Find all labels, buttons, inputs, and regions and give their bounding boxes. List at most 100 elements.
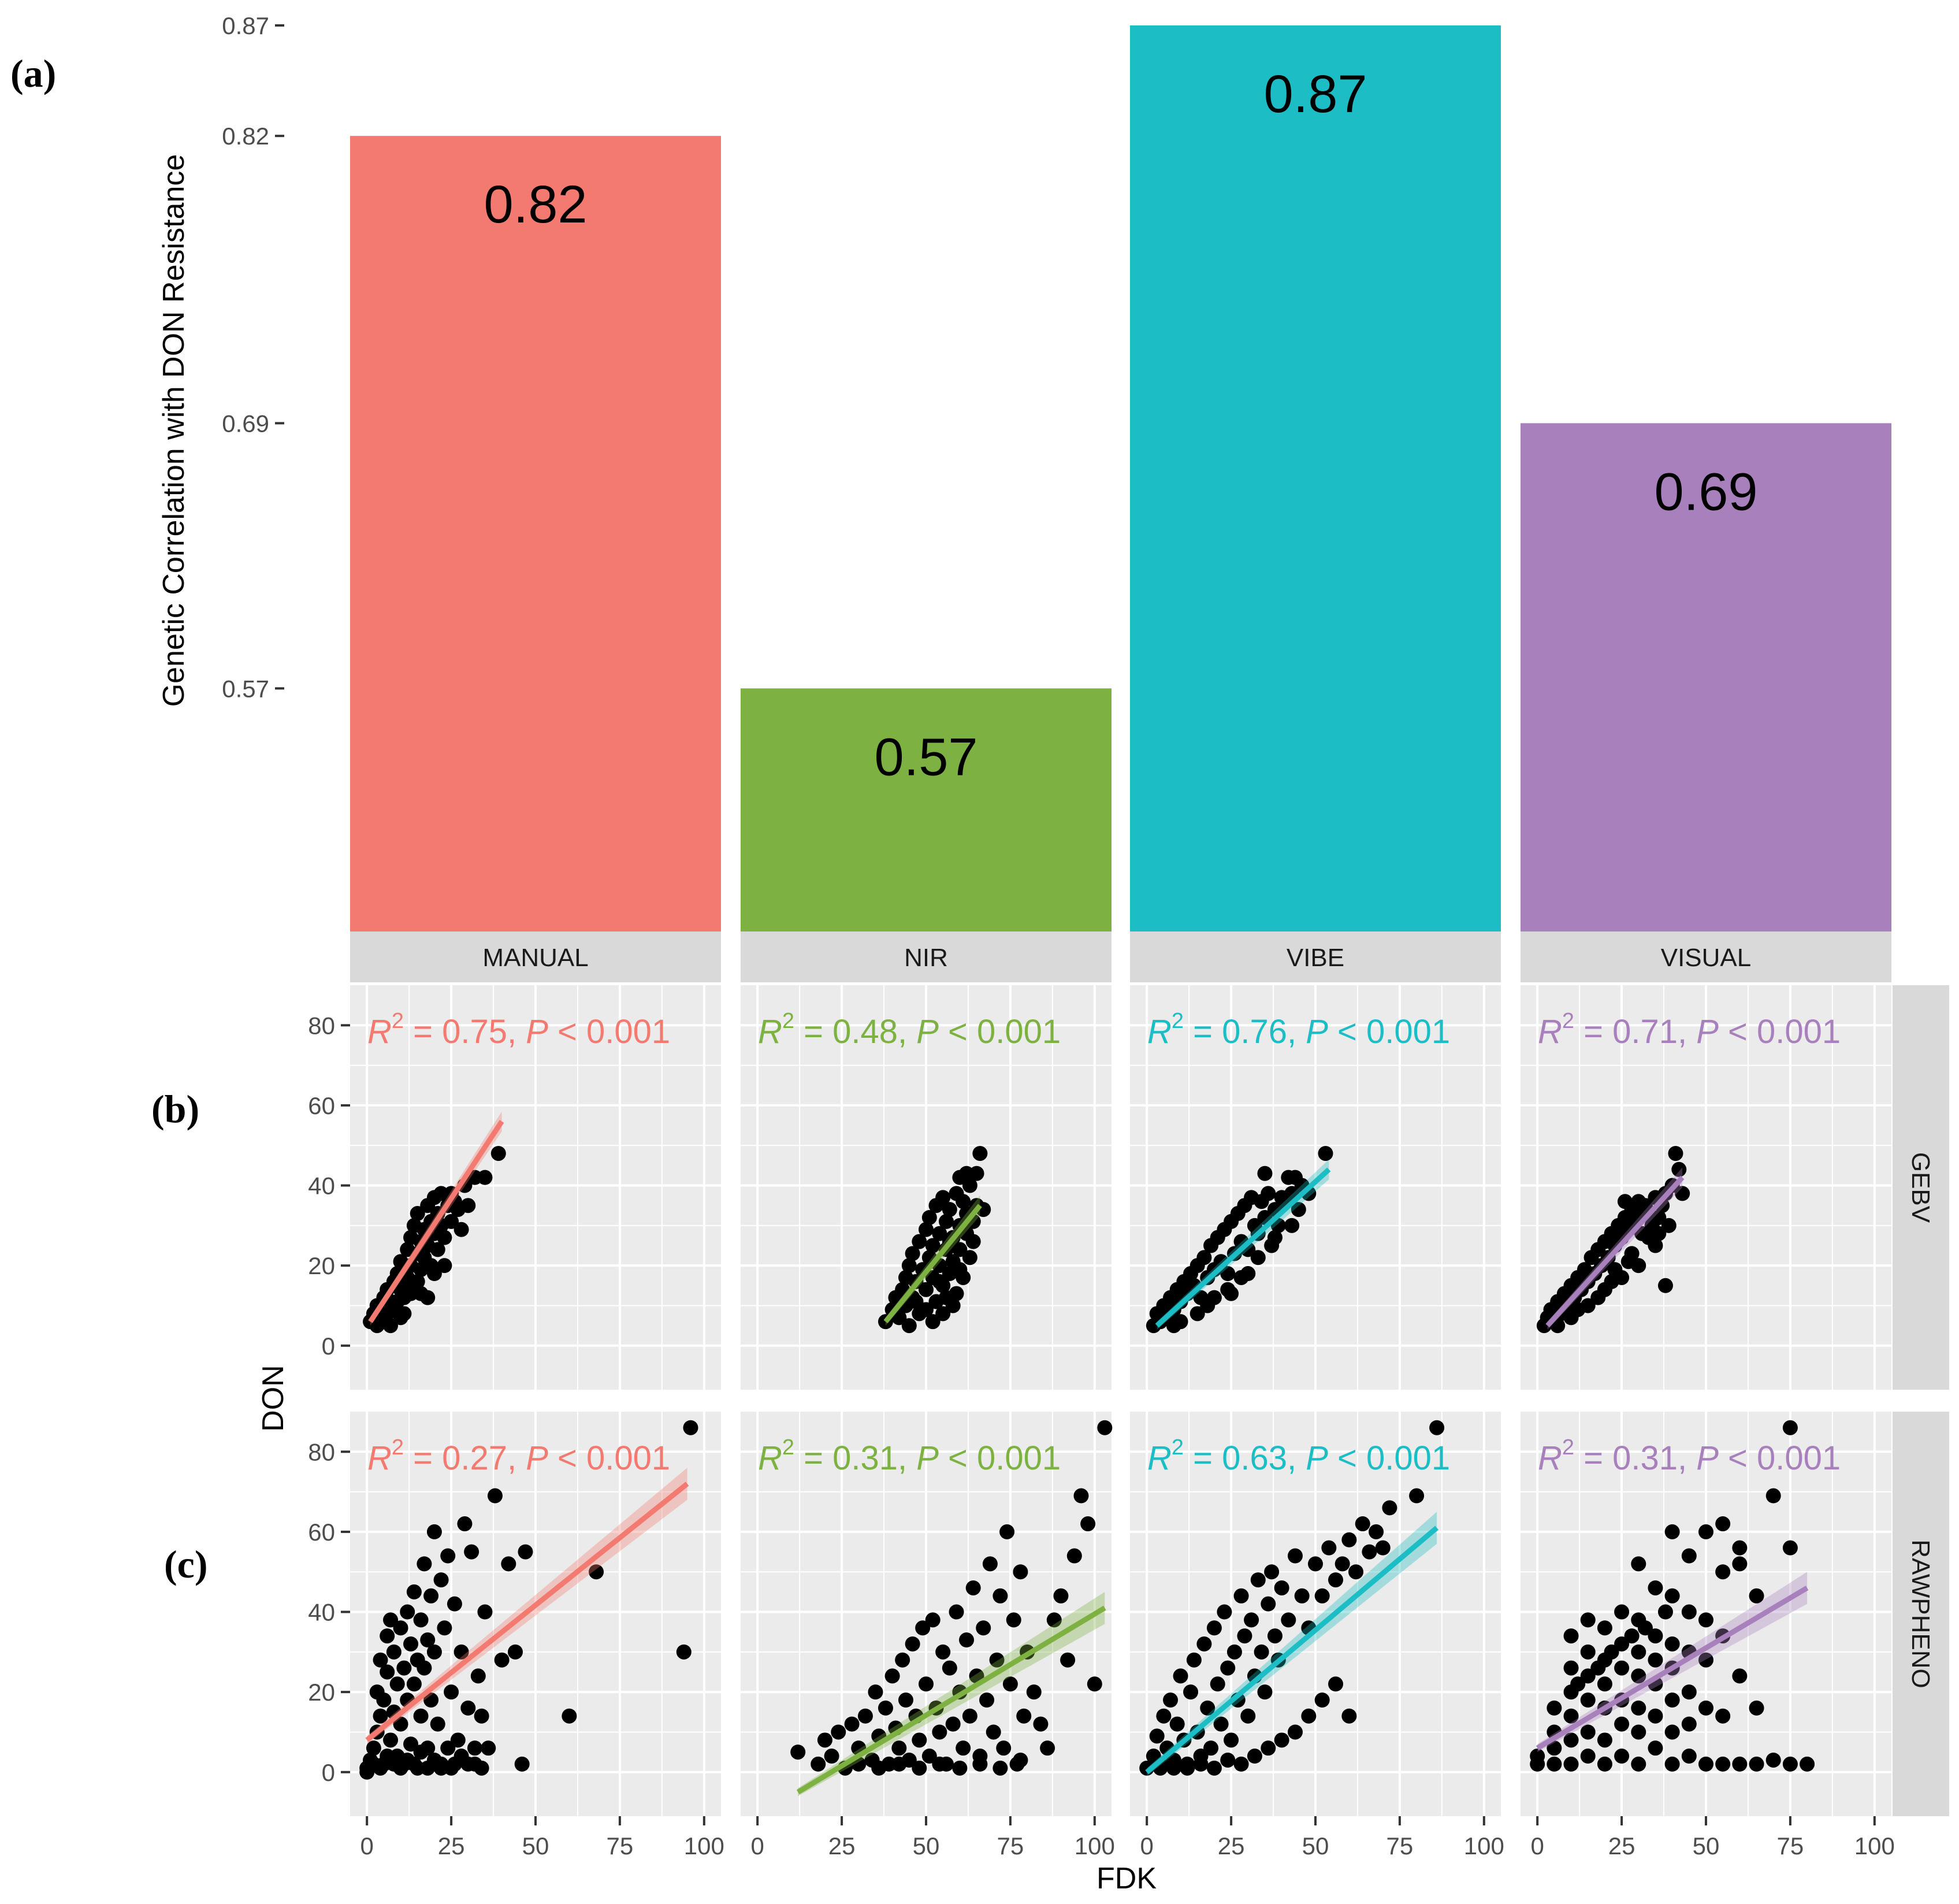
data-point bbox=[1614, 1716, 1630, 1732]
data-point bbox=[901, 1318, 917, 1334]
data-point bbox=[1244, 1612, 1259, 1628]
data-point bbox=[1749, 1588, 1764, 1604]
data-point bbox=[939, 1213, 954, 1229]
bar-visual bbox=[1521, 423, 1891, 931]
data-point bbox=[406, 1584, 422, 1599]
facet-strip-vibe bbox=[1130, 931, 1501, 982]
p-value: < 0.001 bbox=[1328, 1013, 1450, 1051]
data-point bbox=[919, 1282, 934, 1297]
r2-annotation: R2 = 0.71, P < 0.001 bbox=[1538, 1009, 1841, 1051]
data-point bbox=[1220, 1660, 1236, 1676]
data-point bbox=[831, 1724, 846, 1740]
data-point bbox=[423, 1693, 439, 1708]
row-strip-gebv bbox=[1893, 985, 1949, 1390]
data-point bbox=[989, 1652, 1005, 1668]
data-point bbox=[952, 1760, 968, 1776]
data-point bbox=[1375, 1540, 1391, 1556]
data-point bbox=[1664, 1724, 1680, 1740]
data-point bbox=[912, 1732, 927, 1748]
data-point bbox=[868, 1684, 883, 1700]
data-point bbox=[956, 1740, 971, 1756]
data-point bbox=[440, 1548, 456, 1564]
p-symbol: P bbox=[1696, 1013, 1719, 1051]
data-point bbox=[380, 1306, 395, 1322]
data-point bbox=[1335, 1556, 1350, 1572]
data-point bbox=[1328, 1676, 1344, 1692]
p-value: < 0.001 bbox=[939, 1439, 1061, 1477]
data-point bbox=[507, 1644, 523, 1660]
data-point bbox=[426, 1644, 442, 1660]
regression-line bbox=[1536, 1586, 1809, 1751]
scatter-panel-gebv-manual: R2 = 0.75, P < 0.001 bbox=[350, 985, 721, 1390]
r2-superscript: 2 bbox=[392, 1435, 404, 1460]
data-point bbox=[935, 1306, 951, 1322]
regression-line bbox=[883, 1204, 982, 1324]
data-point bbox=[437, 1258, 452, 1274]
data-point bbox=[1196, 1250, 1212, 1265]
data-point bbox=[1681, 1604, 1697, 1620]
p-symbol: P bbox=[916, 1013, 939, 1051]
data-point bbox=[1240, 1708, 1256, 1724]
data-point bbox=[1002, 1676, 1018, 1692]
data-point bbox=[1732, 1668, 1748, 1684]
data-point bbox=[959, 1632, 975, 1648]
data-point bbox=[912, 1234, 927, 1249]
data-point bbox=[1053, 1588, 1069, 1604]
data-point bbox=[1046, 1612, 1062, 1628]
data-point bbox=[1664, 1588, 1680, 1604]
data-point bbox=[1033, 1716, 1049, 1732]
regression-line bbox=[365, 1482, 689, 1742]
r2-value: = 0.31, bbox=[794, 1439, 916, 1477]
bar-vibe bbox=[1130, 25, 1501, 931]
r2-annotation: R2 = 0.63, P < 0.001 bbox=[1147, 1435, 1450, 1477]
data-point bbox=[1547, 1740, 1562, 1756]
scatter-panel-rawpheno-vibe: R2 = 0.63, P < 0.001 bbox=[1130, 1412, 1501, 1816]
scatter-x-tick-label: 100 bbox=[1464, 1832, 1504, 1860]
data-point bbox=[1590, 1660, 1606, 1676]
data-point bbox=[1409, 1488, 1425, 1504]
data-point bbox=[460, 1756, 476, 1772]
scatter-y-tick-label: 80 bbox=[308, 1438, 335, 1465]
r2-symbol: R bbox=[1538, 1013, 1562, 1051]
bar-manual bbox=[350, 136, 721, 932]
data-point bbox=[1294, 1588, 1310, 1604]
data-point bbox=[857, 1708, 873, 1724]
data-point bbox=[380, 1628, 395, 1644]
data-point bbox=[952, 1242, 968, 1257]
data-point bbox=[1362, 1544, 1377, 1560]
data-point bbox=[921, 1209, 937, 1225]
data-point bbox=[1765, 1488, 1781, 1504]
r2-superscript: 2 bbox=[1562, 1009, 1574, 1033]
bar-nir bbox=[741, 688, 1112, 931]
data-point bbox=[1213, 1716, 1229, 1732]
data-point bbox=[453, 1644, 469, 1660]
data-point bbox=[1604, 1644, 1619, 1660]
data-point bbox=[921, 1749, 937, 1764]
data-point bbox=[383, 1612, 399, 1628]
data-point bbox=[410, 1206, 425, 1222]
data-point bbox=[1210, 1676, 1225, 1692]
data-point bbox=[1530, 1749, 1545, 1764]
data-point bbox=[1200, 1298, 1215, 1313]
data-point bbox=[1206, 1760, 1222, 1776]
data-point bbox=[1657, 1278, 1673, 1293]
r2-symbol: R bbox=[758, 1439, 782, 1477]
scatter-x-tick-label: 100 bbox=[1075, 1832, 1115, 1860]
scatter-x-tick-label: 25 bbox=[1218, 1832, 1245, 1860]
scatter-panel-rawpheno-manual: R2 = 0.27, P < 0.001 bbox=[350, 1412, 721, 1816]
data-point bbox=[501, 1556, 516, 1572]
data-point bbox=[1681, 1548, 1697, 1564]
data-point bbox=[420, 1632, 436, 1648]
data-point bbox=[1166, 1318, 1181, 1334]
r2-superscript: 2 bbox=[782, 1435, 794, 1460]
data-point bbox=[1698, 1524, 1713, 1539]
data-point bbox=[1648, 1628, 1663, 1644]
data-point bbox=[962, 1178, 977, 1193]
scatter-x-tick-label: 50 bbox=[1693, 1832, 1720, 1860]
r2-value: = 0.48, bbox=[794, 1013, 916, 1051]
data-point bbox=[413, 1745, 429, 1760]
data-point bbox=[919, 1302, 934, 1317]
data-point bbox=[912, 1760, 927, 1776]
data-point bbox=[1250, 1572, 1266, 1588]
data-point bbox=[1563, 1628, 1579, 1644]
